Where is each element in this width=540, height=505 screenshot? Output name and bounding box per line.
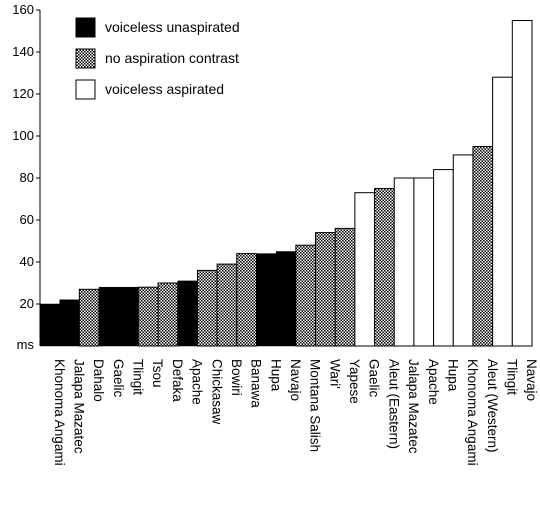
category-label-7: Apache: [190, 359, 205, 405]
bars: [39, 20, 533, 347]
y-tick-label: 20: [20, 296, 34, 311]
category-label-13: Montana Salish: [308, 359, 323, 452]
category-label-23: Tlingit: [504, 359, 519, 395]
bar-19: [413, 177, 435, 347]
bar-2: [78, 288, 100, 347]
legend-label-asp: voiceless aspirated: [105, 81, 224, 97]
bar-20: [433, 169, 454, 347]
bar-1: [59, 299, 80, 347]
bar-9: [216, 263, 238, 347]
bar-8: [196, 269, 218, 347]
category-label-11: Hupa: [268, 359, 283, 392]
bar-10: [236, 253, 257, 347]
bar-22: [472, 146, 494, 347]
legend-label-none: no aspiration contrast: [105, 50, 239, 66]
category-label-0: Khonoma Angami: [52, 359, 67, 466]
bar-23: [492, 76, 513, 347]
category-labels: Khonoma Angami Jalapa Mazatec Dahalo Gaelic…: [52, 359, 539, 466]
bar-6: [157, 282, 179, 347]
category-label-4: Tlingit: [131, 359, 146, 395]
bar-13: [295, 244, 317, 347]
y-tick-label: 160: [12, 2, 34, 17]
bar-21: [452, 154, 474, 347]
y-tick-label: 100: [12, 128, 34, 143]
category-label-22: Aleut (Western): [485, 359, 500, 453]
category-label-2: Dahalo: [91, 359, 106, 402]
bar-7: [177, 280, 198, 347]
category-label-19: Apache: [426, 359, 441, 405]
bar-18: [393, 177, 415, 347]
category-label-9: Bowiri: [229, 359, 244, 396]
y-tick-label: 80: [20, 170, 34, 185]
y-tick-label: 60: [20, 212, 34, 227]
legend-swatch-asp: [75, 79, 96, 100]
category-label-24: Navajo: [524, 359, 539, 401]
legend-swatch-none: [75, 48, 96, 69]
category-label-12: Navajo: [288, 359, 303, 401]
category-label-20: Hupa: [445, 359, 460, 392]
bar-12: [275, 251, 297, 347]
bar-15: [334, 227, 356, 347]
category-label-17: Aleut (Eastern): [386, 359, 401, 449]
y-tick-label: 140: [12, 44, 34, 59]
category-label-15: Yapese: [347, 359, 362, 404]
category-label-8: Chickasaw: [209, 359, 224, 425]
category-label-21: Khonoma Angami: [465, 359, 480, 466]
bar-3: [98, 286, 119, 347]
category-label-6: Defaka: [170, 359, 185, 402]
legend-label-unasp: voiceless unaspirated: [105, 19, 240, 35]
bar-4: [118, 286, 139, 347]
bar-14: [315, 232, 336, 347]
y-axis-unit-label: ms: [17, 337, 35, 352]
bar-11: [256, 253, 277, 347]
category-label-18: Jalapa Mazatec: [406, 359, 421, 454]
y-axis: 20 40 60 80 100 120 140 160 ms: [12, 2, 41, 352]
bar-16: [354, 192, 376, 347]
y-tick-label: 40: [20, 254, 34, 269]
category-label-16: Gaelic: [367, 359, 382, 398]
bar-5: [137, 286, 159, 347]
bar-0: [39, 303, 60, 347]
category-label-5: Tsou: [150, 359, 165, 388]
bar-17: [374, 188, 395, 347]
legend: voiceless unaspirated no aspiration contr…: [75, 17, 240, 100]
category-label-3: Gaelic: [111, 359, 126, 398]
legend-swatch-unasp: [75, 17, 96, 38]
bar-24: [511, 20, 533, 347]
category-label-14: Wari': [327, 359, 342, 389]
category-label-10: Banawa: [249, 359, 264, 408]
y-tick-label: 120: [12, 86, 34, 101]
category-label-1: Jalapa Mazatec: [72, 359, 87, 454]
